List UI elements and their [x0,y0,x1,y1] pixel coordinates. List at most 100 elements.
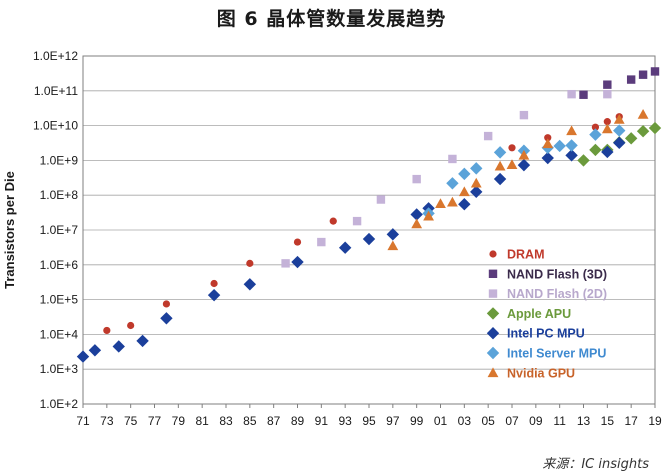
data-point [410,208,423,221]
data-point [246,259,254,267]
data-point [648,121,662,135]
x-tick-label: 97 [386,414,400,428]
data-point [338,241,352,254]
x-tick-label: 75 [124,414,138,428]
legend-marker [486,346,500,360]
y-tick-label: 1.0E+9 [40,153,79,167]
x-tick-label: 81 [195,414,209,428]
x-tick-label: 07 [505,414,519,428]
data-point [458,186,470,197]
data-point [493,146,507,159]
data-point [291,255,304,269]
data-point [626,75,636,84]
data-point [483,131,493,141]
data-point [613,124,626,137]
y-tick-label: 1.0E+7 [40,223,79,237]
x-tick-label: 13 [577,414,591,428]
data-point [162,300,171,308]
x-tick-label: 01 [434,414,448,428]
legend-marker [487,367,499,378]
y-tick-label: 1.0E+10 [33,119,78,133]
chart-title: 图 6 晶体管数量发展趋势 [216,8,447,30]
legend-marker [486,327,500,340]
data-point [103,326,111,335]
series-6 [387,108,649,251]
y-tick-label: 1.0E+12 [33,49,78,63]
data-point [446,177,459,190]
data-point [447,196,458,207]
data-point [519,110,529,120]
y-tick-label: 1.0E+4 [40,327,79,341]
data-point [127,321,135,330]
y-tick-label: 1.0E+5 [40,293,79,307]
data-point [601,145,614,159]
y-axis-ticks: 1.0E+2 1.0E+3 1.0E+4 1.0E+5 1.0E+6 1.0E+7 1.0E… [33,49,78,411]
legend-marker [488,289,498,298]
legend-marker [489,250,497,258]
series-0 [103,113,623,335]
x-tick-label: 17 [624,414,638,428]
legend-marker [488,269,498,278]
x-tick-label: 03 [458,414,472,428]
legend-label: NAND Flash (3D) [507,267,607,281]
data-point [541,151,554,165]
y-tick-label: 1.0E+6 [40,258,79,272]
data-point [470,177,482,188]
data-point [411,218,423,229]
x-tick-label: 77 [148,414,162,428]
data-point [376,195,386,204]
x-tick-label: 99 [410,414,424,428]
data-point [494,160,506,171]
x-tick-label: 11 [553,414,566,428]
data-point [638,70,648,79]
data-point [207,288,221,302]
data-point [601,123,613,134]
data-point [517,158,531,172]
legend-label: NAND Flash (2D) [507,287,607,301]
data-point [544,134,552,142]
data-point [613,114,625,124]
data-point [412,174,421,184]
points-layer [76,67,662,363]
data-point [317,237,326,247]
data-point [553,139,566,153]
y-tick-label: 1.0E+8 [40,188,79,202]
x-tick-label: 91 [315,414,329,428]
y-tick-label: 1.0E+3 [40,362,79,376]
data-point [76,350,90,363]
legend-label: Nvidia GPU [507,366,575,380]
legend-label: Intel PC MPU [507,327,585,341]
data-point [577,154,590,167]
data-point [589,143,602,157]
data-point [603,89,612,99]
x-tick-label: 87 [267,414,281,428]
data-point [506,159,518,169]
x-tick-label: 93 [338,414,352,428]
data-point [88,344,102,357]
data-point [243,278,257,291]
source-note: 来源：IC insights [542,457,649,472]
data-point [470,162,483,175]
data-point [435,198,446,209]
x-tick-label: 79 [172,414,186,428]
data-point [210,279,218,288]
data-point [591,123,600,131]
data-point [518,149,530,160]
legend-label: Intel Server MPU [507,347,606,361]
x-tick-label: 19 [648,414,662,428]
data-point [160,312,173,325]
data-point [603,80,612,89]
data-point [542,138,554,149]
data-point [566,125,577,136]
data-point [423,210,434,221]
data-point [565,139,578,152]
data-point [493,172,507,186]
data-point [329,217,337,225]
x-tick-label: 71 [76,414,90,428]
legend: DRAM NAND Flash (3D) NAND Flash (2D) Apple … [486,248,607,380]
data-point [508,144,516,152]
y-tick-label: 1.0E+2 [40,397,79,411]
data-point [589,128,602,141]
legend-label: DRAM [507,248,545,262]
